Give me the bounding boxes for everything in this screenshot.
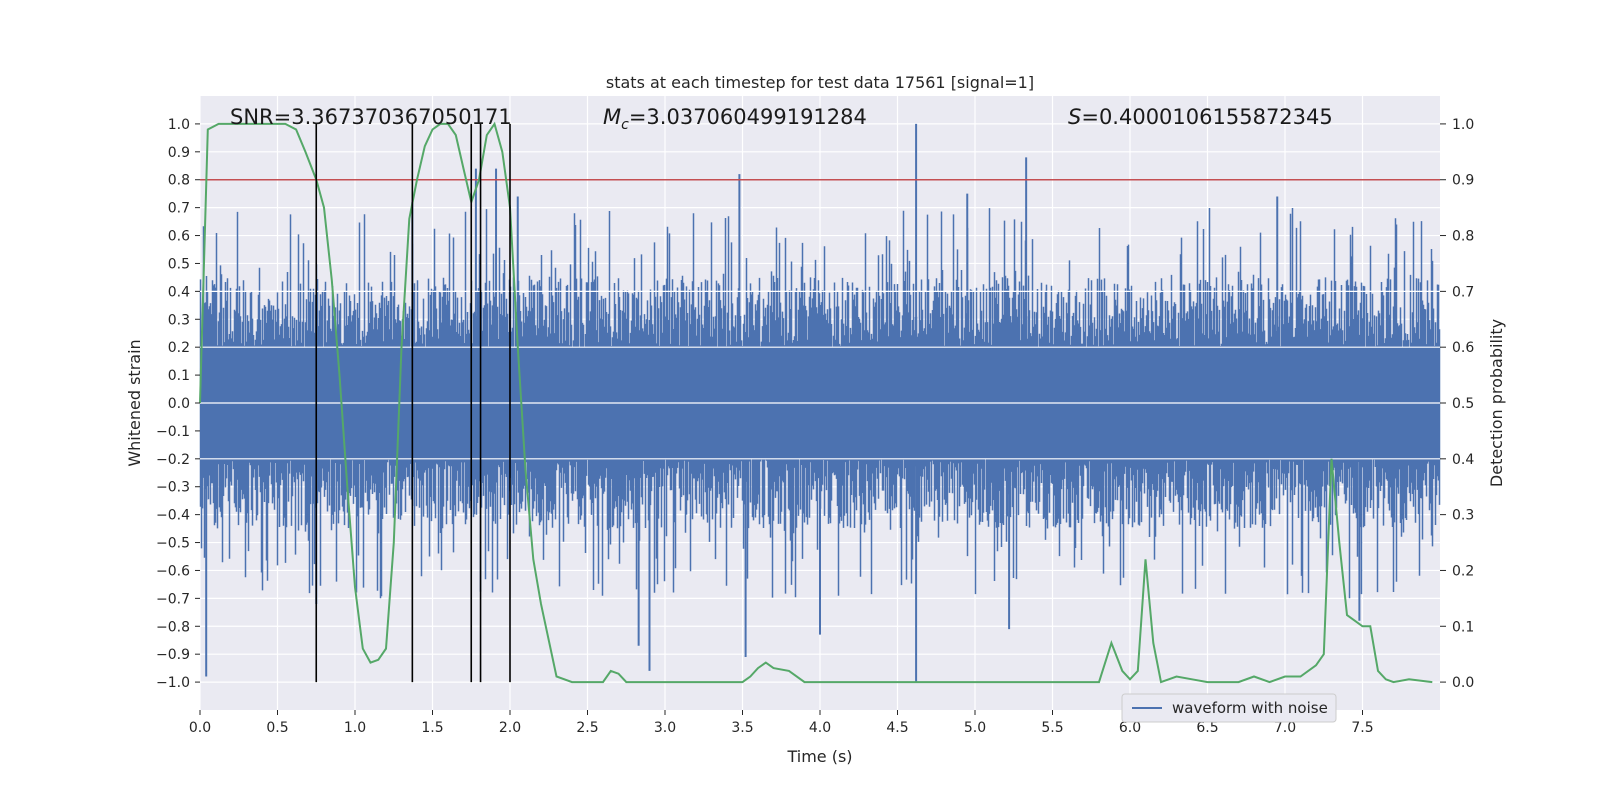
y-right-tick-label: 0.8	[1452, 229, 1474, 245]
y-right-tick-label: 0.6	[1452, 340, 1474, 356]
y-left-tick-label: −0.1	[156, 424, 190, 440]
y-left-tick-label: 0.9	[168, 145, 190, 161]
x-tick-label: 4.0	[809, 720, 831, 736]
x-tick-label: 5.0	[964, 720, 986, 736]
y-left-tick-label: 0.8	[168, 173, 190, 189]
y-left-tick-label: −0.7	[156, 591, 190, 607]
chirp-mass-subscript: c	[621, 117, 629, 133]
y-right-tick-label: 0.7	[1452, 284, 1474, 300]
vertical-markers	[315, 123, 511, 683]
x-tick-label: 4.5	[886, 720, 908, 736]
x-tick-label: 5.5	[1041, 720, 1063, 736]
x-tick-label: 3.5	[731, 720, 753, 736]
x-tick-label: 1.0	[344, 720, 366, 736]
x-tick-label: 7.0	[1274, 720, 1296, 736]
y-right-tick-label: 0.4	[1452, 452, 1474, 468]
legend-box	[1121, 693, 1337, 723]
y-left-tick-label: −0.2	[156, 452, 190, 468]
y-left-tick-label: 0.5	[168, 256, 190, 272]
s-value: =0.4000106155872345	[1081, 105, 1332, 129]
x-tick-label: 2.0	[499, 720, 521, 736]
s-stat: S=0.4000106155872345	[1068, 105, 1333, 129]
y-left-tick-label: 0.6	[168, 229, 190, 245]
y-left-tick-label: −0.8	[156, 619, 190, 635]
y-left-tick-label: 0.0	[168, 396, 190, 412]
x-tick-label: 0.0	[189, 720, 211, 736]
y-right-tick-label: 1.0	[1452, 117, 1474, 133]
x-tick-label: 1.5	[421, 720, 443, 736]
y-left-tick-label: 0.3	[168, 312, 190, 328]
snr-stat: SNR=3.367370367050171	[230, 105, 512, 129]
y-axis-label-right: Detection probability	[1487, 319, 1506, 487]
y-right-tick-label: 0.3	[1452, 508, 1474, 524]
x-axis-label: Time (s)	[786, 747, 852, 766]
chart-title: stats at each timestep for test data 175…	[606, 73, 1034, 92]
y-axis-label-left: Whitened strain	[125, 339, 144, 466]
x-tick-label: 2.5	[576, 720, 598, 736]
y-left-tick-label: −0.9	[156, 647, 190, 663]
x-tick-label: 6.0	[1119, 720, 1141, 736]
chirp-mass-symbol: M	[603, 105, 621, 129]
probability-series	[199, 121, 1433, 684]
x-tick-label: 6.5	[1196, 720, 1218, 736]
legend: waveform with noise	[1121, 693, 1337, 723]
y-right-tick-label: 0.9	[1452, 173, 1474, 189]
y-left-tick-label: 0.4	[168, 284, 190, 300]
chirp-mass-value: =3.037060499191284	[629, 105, 867, 129]
y-left-tick-label: −0.5	[156, 536, 190, 552]
y-left-tick-label: −0.6	[156, 563, 190, 579]
y-right-tick-label: 0.5	[1452, 396, 1474, 412]
y-left-tick-label: −1.0	[156, 675, 190, 691]
legend-label: waveform with noise	[1172, 699, 1328, 717]
y-left-tick-label: −0.3	[156, 480, 190, 496]
x-tick-label: 7.5	[1351, 720, 1373, 736]
y-left-tick-label: 0.1	[168, 368, 190, 384]
s-symbol: S	[1068, 105, 1081, 129]
y-right-tick-label: 0.1	[1452, 619, 1474, 635]
chirp-mass-stat: Mc=3.037060499191284	[603, 105, 867, 133]
y-left-tick-label: −0.4	[156, 508, 190, 524]
waveform-series	[199, 123, 1441, 683]
y-left-tick-label: 1.0	[168, 117, 190, 133]
y-left-tick-label: 0.7	[168, 201, 190, 217]
y-right-tick-label: 0.0	[1452, 675, 1474, 691]
x-tick-label: 3.0	[654, 720, 676, 736]
axes: 0.0 0.5 1.0 1.5 2.0 2.5 3.0 3.5 4.0 4.5 5.0 5.5 6.0 6…	[156, 117, 1474, 736]
probability-line	[199, 121, 1433, 684]
y-left-tick-label: 0.2	[168, 340, 190, 356]
y-right-tick-label: 0.2	[1452, 563, 1474, 579]
x-tick-label: 0.5	[266, 720, 288, 736]
